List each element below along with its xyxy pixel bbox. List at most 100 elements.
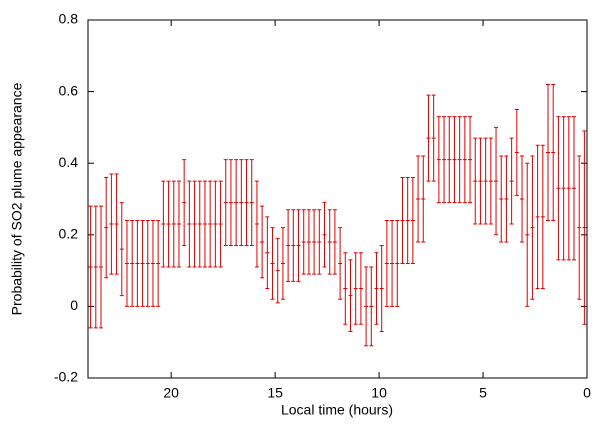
error-bar bbox=[109, 173, 114, 275]
error-bar bbox=[301, 209, 306, 275]
error-bar bbox=[208, 180, 213, 268]
error-bar bbox=[577, 155, 582, 300]
error-bar bbox=[379, 245, 384, 332]
error-bar bbox=[88, 205, 93, 329]
error-bar bbox=[395, 219, 400, 307]
error-bar bbox=[296, 209, 301, 282]
error-bar bbox=[114, 173, 119, 275]
error-bar bbox=[338, 227, 343, 300]
error-bar bbox=[202, 180, 207, 268]
error-bar bbox=[234, 159, 239, 247]
error-bar bbox=[400, 177, 405, 264]
y-tick-label: 0.4 bbox=[59, 154, 79, 170]
error-bar bbox=[582, 130, 587, 325]
error-bar bbox=[462, 116, 467, 204]
error-bar bbox=[520, 155, 525, 243]
error-bar bbox=[322, 202, 327, 268]
error-bar bbox=[473, 137, 478, 225]
error-bar bbox=[332, 209, 337, 275]
error-bar bbox=[124, 219, 129, 307]
error-bar bbox=[161, 180, 166, 268]
error-bar bbox=[213, 180, 218, 268]
error-bar bbox=[504, 155, 509, 243]
error-bar bbox=[192, 180, 197, 268]
error-bar bbox=[421, 155, 426, 243]
error-bar bbox=[280, 227, 285, 300]
x-tick-label: 0 bbox=[583, 385, 591, 401]
error-bar bbox=[156, 219, 161, 307]
error-bar bbox=[499, 155, 504, 243]
error-bar bbox=[223, 159, 228, 247]
error-bar bbox=[244, 159, 249, 247]
error-bar bbox=[275, 237, 280, 304]
error-bar bbox=[494, 126, 499, 236]
error-bar bbox=[166, 180, 171, 268]
error-bar bbox=[431, 94, 436, 182]
error-bar bbox=[306, 209, 311, 275]
y-tick-label: 0.8 bbox=[59, 11, 79, 27]
error-bar bbox=[447, 116, 452, 204]
error-bar bbox=[286, 209, 291, 282]
error-bar bbox=[93, 205, 98, 329]
plot-frame bbox=[87, 19, 588, 379]
x-tick-label: 15 bbox=[267, 385, 283, 401]
error-bar bbox=[509, 137, 514, 225]
y-tick-label: 0.2 bbox=[59, 226, 79, 242]
y-tick-label: 0 bbox=[70, 297, 78, 313]
error-bar bbox=[187, 180, 192, 268]
error-bar bbox=[239, 159, 244, 247]
error-bar bbox=[478, 137, 483, 225]
error-bar bbox=[468, 116, 473, 204]
error-bar bbox=[140, 219, 145, 307]
error-bar bbox=[483, 137, 488, 225]
x-axis-label: Local time (hours) bbox=[281, 402, 393, 418]
error-bar bbox=[150, 219, 155, 307]
error-bar bbox=[514, 109, 519, 196]
error-bar bbox=[228, 159, 233, 247]
error-bar bbox=[566, 116, 571, 261]
error-bar bbox=[410, 177, 415, 264]
error-bar bbox=[452, 116, 457, 204]
x-tick-label: 10 bbox=[371, 385, 387, 401]
error-bar bbox=[405, 177, 410, 264]
error-bar bbox=[343, 252, 348, 325]
error-bar bbox=[374, 252, 379, 325]
error-bar bbox=[348, 259, 353, 332]
error-bar bbox=[254, 180, 259, 268]
error-bar bbox=[369, 266, 374, 347]
error-bar bbox=[312, 209, 317, 275]
error-bar bbox=[535, 144, 540, 289]
error-bar bbox=[457, 116, 462, 204]
error-bar bbox=[327, 209, 332, 275]
error-bar bbox=[98, 205, 103, 329]
error-bar bbox=[561, 116, 566, 261]
error-bar bbox=[364, 266, 369, 347]
error-bar bbox=[551, 83, 556, 221]
error-bar bbox=[546, 83, 551, 221]
error-bar bbox=[104, 177, 109, 279]
error-bar bbox=[416, 155, 421, 243]
error-bar bbox=[525, 162, 530, 307]
error-bar bbox=[171, 180, 176, 268]
error-bar bbox=[556, 116, 561, 261]
error-bar bbox=[260, 205, 265, 279]
error-bar bbox=[442, 116, 447, 204]
y-axis-label: Probability of SO2 plume appearance bbox=[9, 82, 25, 315]
error-bar bbox=[218, 180, 223, 268]
y-tick-label: -0.2 bbox=[54, 369, 78, 385]
error-bar bbox=[265, 216, 270, 289]
error-bar bbox=[540, 144, 545, 289]
error-bar bbox=[353, 252, 358, 325]
error-bar bbox=[176, 180, 181, 268]
error-bar bbox=[291, 209, 296, 282]
error-bar bbox=[270, 227, 275, 300]
error-bar bbox=[358, 252, 363, 325]
error-bar bbox=[119, 202, 124, 297]
error-bar bbox=[130, 219, 135, 307]
error-bar bbox=[436, 116, 441, 204]
y-tick-label: 0.6 bbox=[59, 82, 79, 98]
error-bar bbox=[135, 219, 140, 307]
error-bar bbox=[145, 219, 150, 307]
error-bar bbox=[390, 219, 395, 307]
